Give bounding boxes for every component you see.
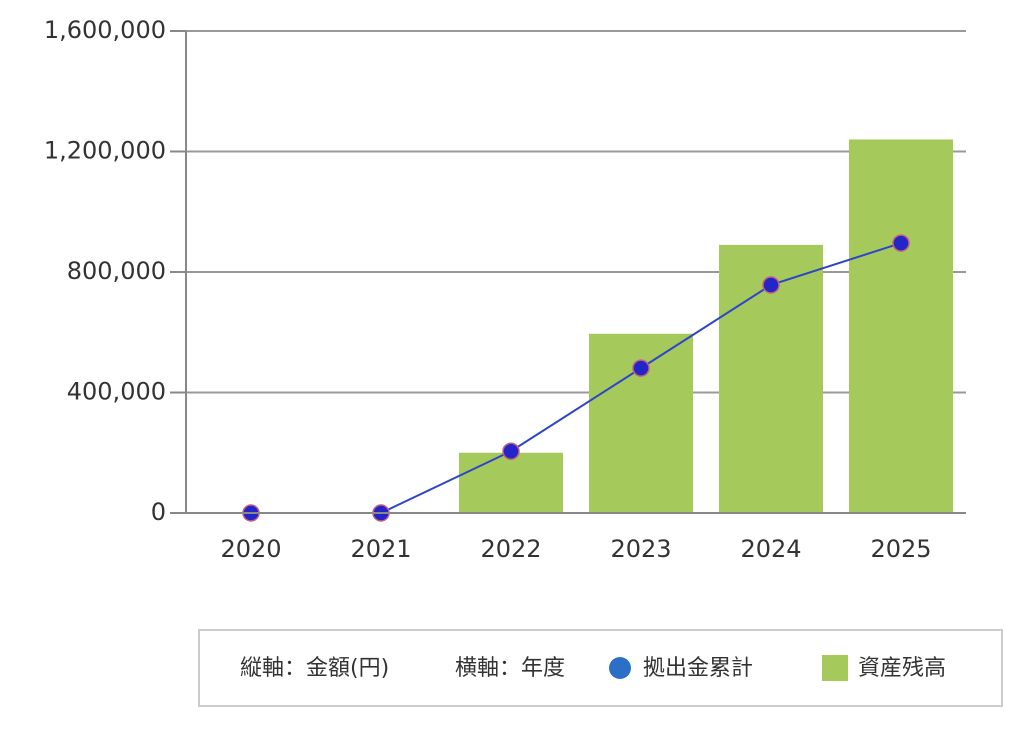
legend-label: 資産残高 bbox=[858, 656, 946, 681]
y-axis-label: 縦軸：金額(円) bbox=[240, 656, 389, 681]
x-tick-label: 2022 bbox=[480, 535, 541, 563]
x-axis-label: 横軸：年度 bbox=[455, 656, 565, 681]
y-tick-label: 1,600,000 bbox=[44, 16, 166, 44]
line-marker bbox=[632, 359, 650, 377]
legend-label: 拠出金累計 bbox=[643, 656, 753, 681]
legend: 縦軸：金額(円) 横軸：年度 拠出金累計 資産残高 bbox=[198, 629, 1003, 707]
x-tick-label: 2023 bbox=[610, 535, 671, 563]
bar bbox=[459, 452, 563, 513]
bar bbox=[849, 139, 953, 513]
y-tick-label: 800,000 bbox=[67, 257, 166, 285]
y-tick-label: 0 bbox=[151, 498, 166, 526]
x-tick-label: 2025 bbox=[870, 535, 931, 563]
x-tick-label: 2020 bbox=[220, 535, 281, 563]
line-marker bbox=[762, 276, 780, 294]
x-tick-label: 2024 bbox=[740, 535, 801, 563]
y-tick-label: 400,000 bbox=[67, 378, 166, 406]
legend-box bbox=[198, 629, 1003, 707]
legend-marker bbox=[822, 655, 848, 681]
legend-marker bbox=[609, 657, 631, 679]
line-marker bbox=[892, 234, 910, 252]
line-marker bbox=[502, 442, 520, 460]
y-tick-label: 1,200,000 bbox=[44, 137, 166, 165]
x-tick-label: 2021 bbox=[350, 535, 411, 563]
